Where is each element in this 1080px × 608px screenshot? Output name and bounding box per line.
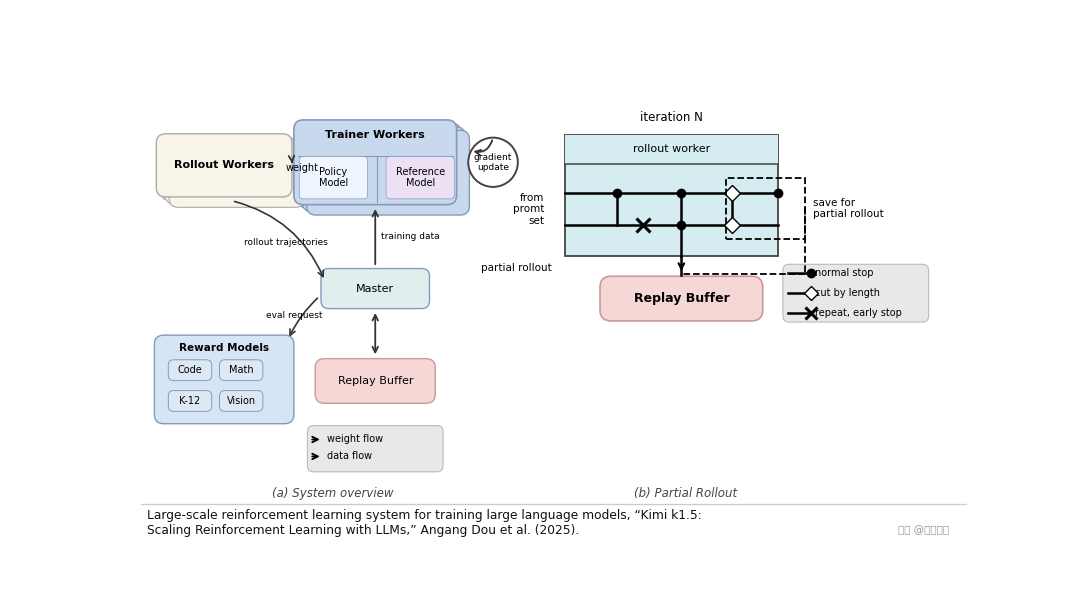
Text: partial rollout: partial rollout [482,263,552,273]
FancyBboxPatch shape [298,123,461,208]
Text: rollout worker: rollout worker [633,144,711,154]
FancyBboxPatch shape [165,140,300,204]
FancyBboxPatch shape [600,276,762,321]
Text: from
promt
set: from promt set [513,193,544,226]
FancyBboxPatch shape [308,426,443,472]
FancyBboxPatch shape [219,360,262,381]
Text: Master: Master [356,283,394,294]
FancyBboxPatch shape [299,156,367,199]
Text: K-12: K-12 [179,396,201,406]
Text: Rollout Workers: Rollout Workers [174,161,274,170]
Text: training data: training data [381,232,440,241]
Text: (a) System overview: (a) System overview [272,487,393,500]
FancyBboxPatch shape [168,390,212,412]
FancyBboxPatch shape [315,359,435,403]
FancyBboxPatch shape [170,144,305,207]
Text: Code: Code [177,365,202,375]
Text: Scaling Reinforcement Learning with LLMs,” Angang Dou et al. (2025).: Scaling Reinforcement Learning with LLMs… [147,524,579,537]
Bar [726,178,806,240]
Bar [565,134,779,256]
Text: Policy
Model: Policy Model [319,167,348,188]
Text: eval request: eval request [266,311,322,320]
Text: iteration N: iteration N [640,111,703,124]
FancyBboxPatch shape [161,137,296,201]
FancyBboxPatch shape [294,120,457,205]
Text: Reward Models: Reward Models [179,343,269,353]
FancyBboxPatch shape [157,134,292,197]
Text: gradient
update: gradient update [474,153,512,172]
Text: weight: weight [285,163,319,173]
Text: Vision: Vision [227,396,256,406]
Text: Replay Buffer: Replay Buffer [634,292,729,305]
Text: 微博 @黄建同学: 微博 @黄建同学 [899,525,949,535]
Text: normal stop: normal stop [815,268,874,278]
Text: Math: Math [229,365,254,375]
Text: (b) Partial Rollout: (b) Partial Rollout [634,487,737,500]
Text: Trainer Workers: Trainer Workers [325,130,426,140]
Text: rollout trajectories: rollout trajectories [244,238,328,247]
FancyBboxPatch shape [302,127,465,212]
FancyBboxPatch shape [307,130,470,215]
FancyBboxPatch shape [168,360,212,381]
Bar [565,134,779,164]
Text: Large-scale reinforcement learning system for training large language models, “K: Large-scale reinforcement learning syste… [147,510,701,522]
FancyBboxPatch shape [154,335,294,424]
Circle shape [469,137,517,187]
Text: save for
partial rollout: save for partial rollout [813,198,883,219]
FancyBboxPatch shape [783,264,929,322]
FancyBboxPatch shape [321,269,430,309]
Text: weight flow: weight flow [327,435,383,444]
FancyBboxPatch shape [387,156,455,199]
Text: Reference
Model: Reference Model [395,167,445,188]
Text: data flow: data flow [327,451,373,461]
FancyBboxPatch shape [219,390,262,412]
Text: Replay Buffer: Replay Buffer [337,376,413,386]
Text: cut by length: cut by length [815,288,880,298]
Text: repeat, early stop: repeat, early stop [815,308,902,318]
